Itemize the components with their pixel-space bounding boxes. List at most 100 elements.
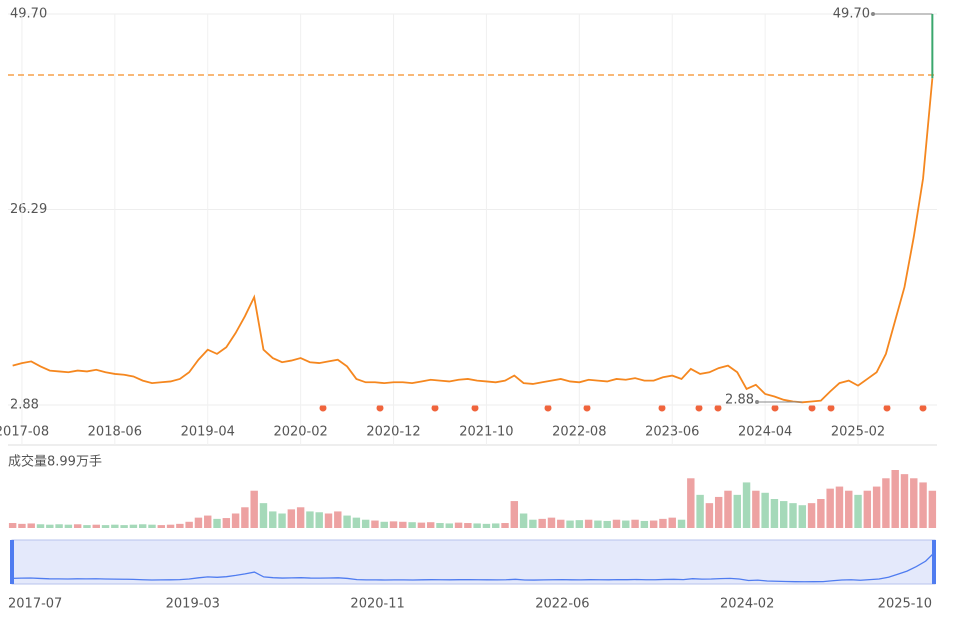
- navigator-handle[interactable]: [932, 540, 936, 584]
- volume-bar: [872, 486, 881, 528]
- volume-bar: [724, 490, 732, 528]
- volume-bar: [714, 496, 723, 528]
- volume-bar: [148, 524, 156, 528]
- volume-bar: [18, 523, 26, 528]
- volume-bar: [854, 494, 862, 528]
- volume-bar: [157, 525, 166, 528]
- volume-bar: [519, 513, 528, 528]
- y-tick-label: 49.70: [10, 7, 47, 22]
- volume-bar: [436, 523, 444, 528]
- volume-bar: [111, 524, 119, 528]
- volume-bar: [120, 525, 128, 528]
- volume-bar: [622, 520, 630, 528]
- volume-bar: [306, 511, 314, 528]
- volume-bar: [287, 509, 296, 528]
- volume-bar: [826, 488, 834, 528]
- volume-bar: [361, 519, 370, 528]
- volume-bar: [213, 518, 221, 528]
- volume-bar: [269, 511, 277, 528]
- volume-bar: [138, 524, 147, 528]
- volume-bar: [752, 490, 760, 528]
- y-tick-label: 2.88: [10, 398, 39, 413]
- navigator-label: 2024-02: [720, 597, 774, 612]
- volume-bar: [73, 524, 82, 528]
- volume-bar: [566, 520, 574, 528]
- volume-bar: [761, 492, 769, 528]
- volume-bar: [770, 499, 779, 528]
- volume-bar: [92, 524, 100, 528]
- x-tick-label: 2019-04: [181, 425, 235, 440]
- volume-bar: [399, 521, 407, 528]
- volume-bar: [231, 513, 240, 528]
- volume-bar: [668, 517, 676, 528]
- volume-bar: [166, 524, 175, 528]
- volume-bar: [705, 503, 714, 528]
- navigator-label: 2019-03: [166, 597, 220, 612]
- volume-bar: [649, 520, 658, 528]
- volume-bar: [687, 478, 695, 528]
- navigator-label: 2022-06: [535, 597, 589, 612]
- volume-bar: [863, 490, 872, 528]
- volume-bar: [492, 523, 500, 528]
- volume-bar: [454, 522, 463, 528]
- volume-bar: [352, 517, 361, 528]
- volume-bar: [389, 521, 398, 528]
- volume-bar: [185, 521, 193, 528]
- volume-bar: [584, 519, 593, 528]
- x-tick-label: 2022-08: [552, 425, 606, 440]
- volume-bar: [529, 519, 537, 528]
- volume-bar: [612, 519, 621, 528]
- volume-bar: [296, 507, 305, 528]
- volume-bar: [8, 523, 17, 528]
- volume-bar: [101, 525, 110, 528]
- volume-bar: [343, 515, 351, 528]
- volume-bar: [278, 513, 286, 528]
- volume-bar: [334, 511, 342, 528]
- volume-bar: [900, 474, 909, 528]
- volume-bar: [408, 522, 416, 528]
- volume-bar: [928, 490, 937, 528]
- volume-bar: [779, 501, 788, 528]
- x-tick-label: 2020-12: [366, 425, 420, 440]
- volume-bar: [659, 518, 667, 528]
- volume-bar: [380, 521, 388, 528]
- volume-bar: [417, 522, 426, 528]
- x-tick-label: 2025-02: [831, 425, 885, 440]
- volume-bar: [919, 482, 927, 528]
- volume-bar: [510, 501, 519, 528]
- volume-bar: [250, 490, 258, 528]
- volume-bar: [845, 490, 853, 528]
- navigator-label: 2025-10: [878, 597, 932, 612]
- volume-bar: [36, 524, 45, 528]
- volume-bar: [677, 519, 686, 528]
- volume-bar: [798, 505, 807, 528]
- volume-bar: [315, 512, 323, 528]
- volume-bar: [222, 518, 231, 528]
- navigator-handle[interactable]: [10, 540, 14, 584]
- volume-bar: [603, 520, 611, 528]
- volume-bar: [482, 523, 491, 528]
- volume-bar: [789, 503, 797, 528]
- x-tick-label: 2018-06: [88, 425, 142, 440]
- navigator-line: [11, 551, 936, 583]
- volume-bar: [64, 524, 73, 528]
- volume-bar: [835, 486, 844, 528]
- x-tick-label: 2023-06: [645, 425, 699, 440]
- price-line: [12, 78, 934, 404]
- volume-bar: [241, 507, 249, 528]
- volume-bar: [891, 470, 899, 528]
- navigator-window[interactable]: [11, 539, 936, 585]
- min-label: 2.88: [725, 393, 754, 408]
- volume-bar: [473, 523, 481, 528]
- volume-bar: [631, 519, 639, 528]
- navigator-label: 2017-07: [8, 597, 62, 612]
- volume-bar: [55, 524, 63, 528]
- volume-bar: [640, 520, 649, 528]
- y-tick-label: 26.29: [10, 202, 47, 217]
- volume-bar: [501, 523, 509, 528]
- volume-bar: [194, 517, 203, 528]
- navigator-label: 2020-11: [350, 597, 404, 612]
- volume-bar: [696, 494, 704, 528]
- volume-bar: [882, 478, 890, 528]
